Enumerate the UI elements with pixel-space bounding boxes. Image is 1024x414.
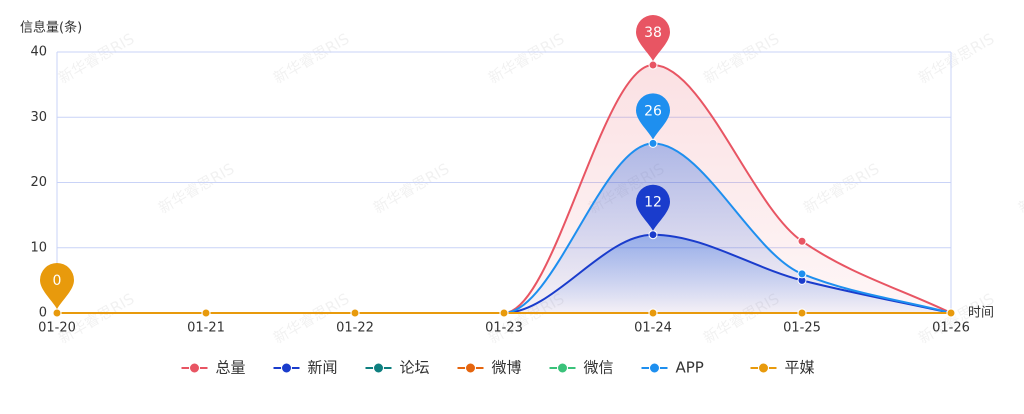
x-tick-label: 01-26	[932, 321, 970, 336]
point	[648, 138, 658, 148]
y-tick-label: 40	[30, 45, 47, 60]
point	[350, 308, 360, 318]
legend-dot	[281, 362, 292, 374]
legend-label: 平媒	[785, 359, 815, 377]
y-tick-label: 10	[30, 240, 47, 255]
y-tick-label: 20	[30, 175, 47, 190]
watermark: 新华睿思RIS	[270, 290, 352, 348]
pin-shape	[636, 93, 670, 140]
point	[648, 308, 658, 318]
point	[648, 60, 658, 70]
legend-item[interactable]: 论坛	[365, 359, 430, 377]
pin-label: 26	[644, 103, 662, 119]
x-tick-label: 01-23	[485, 321, 523, 336]
legend-label: 总量	[216, 359, 246, 377]
watermark: 新华睿思RIS	[55, 290, 137, 348]
legend-item[interactable]: APP	[641, 359, 704, 377]
legend-dot	[373, 362, 384, 374]
y-tick-label: 0	[39, 306, 47, 321]
pin-label: 38	[644, 25, 662, 41]
y-axis-label: 信息量(条)	[20, 20, 82, 36]
watermark: 新华睿思RIS	[155, 160, 237, 218]
legend-dot	[649, 362, 660, 374]
legend-dot	[465, 362, 476, 374]
legend-item[interactable]: 微信	[549, 359, 614, 377]
watermark: 新华睿思RIS	[1015, 160, 1024, 218]
pin: 38	[636, 15, 670, 62]
area	[57, 143, 951, 313]
legend-item[interactable]: 新闻	[273, 359, 338, 377]
legend-label: 论坛	[400, 359, 430, 377]
x-tick-label: 01-22	[336, 321, 374, 336]
x-tick-label: 01-20	[38, 321, 76, 336]
x-axis-label: 时间	[968, 306, 994, 321]
legend-label: APP	[676, 359, 704, 377]
watermark: 新华睿思RIS	[800, 160, 882, 218]
watermark: 新华睿思RIS	[915, 30, 997, 88]
point	[797, 269, 807, 279]
watermark: 新华睿思RIS	[55, 30, 137, 88]
legend-item[interactable]: 微博	[457, 359, 522, 377]
legend-label: 微博	[492, 359, 522, 377]
point	[52, 308, 62, 318]
pin-shape	[636, 184, 670, 231]
x-tick-label: 01-25	[783, 321, 821, 336]
legend-dot	[758, 362, 769, 374]
x-tick-label: 01-24	[634, 321, 672, 336]
pin-label: 0	[53, 273, 62, 289]
legend-item[interactable]: 总量	[181, 359, 246, 377]
watermark: 新华睿思RIS	[485, 30, 567, 88]
watermark: 新华睿思RIS	[370, 160, 452, 218]
watermark: 新华睿思RIS	[270, 30, 352, 88]
legend-label: 新闻	[308, 359, 338, 377]
point	[648, 230, 658, 240]
pin: 26	[636, 93, 670, 140]
pin-shape	[636, 15, 670, 62]
point	[201, 308, 211, 318]
x-tick-label: 01-21	[187, 321, 225, 336]
point	[797, 308, 807, 318]
pin: 0	[40, 262, 74, 309]
pin-label: 12	[644, 195, 662, 211]
point	[499, 308, 509, 318]
watermark: 新华睿思RIS	[700, 30, 782, 88]
pin-shape	[40, 262, 74, 309]
legend-dot	[557, 362, 568, 374]
legend-dot	[189, 362, 200, 374]
legend-label: 微信	[584, 359, 614, 377]
legend-item[interactable]: 平媒	[750, 359, 815, 377]
y-tick-label: 30	[30, 110, 47, 125]
point	[946, 308, 956, 318]
pin: 12	[636, 184, 670, 231]
point	[797, 236, 807, 246]
